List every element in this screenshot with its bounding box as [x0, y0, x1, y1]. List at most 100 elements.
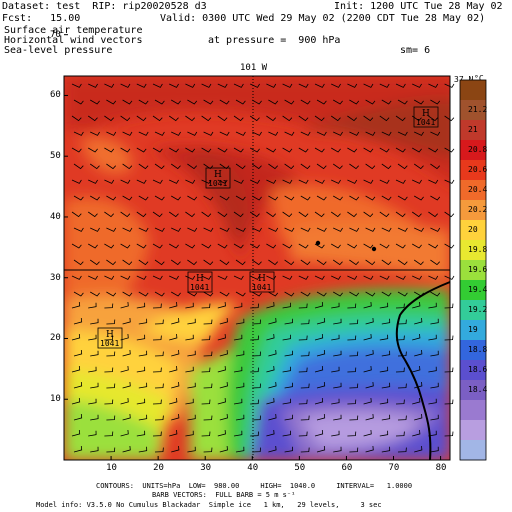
- wind-barb: [332, 195, 343, 201]
- wind-barb: [170, 99, 181, 105]
- wind-barb: [90, 382, 99, 389]
- wind-barb: [233, 211, 244, 218]
- wind-barb: [250, 303, 259, 309]
- wind-barb: [365, 349, 374, 357]
- wind-barb: [201, 399, 211, 405]
- wind-barb: [316, 227, 327, 232]
- wind-barb: [120, 275, 131, 280]
- wind-barb: [298, 115, 309, 122]
- wind-barb: [397, 447, 407, 453]
- wind-barb: [152, 431, 162, 437]
- wind-barb: [379, 83, 390, 88]
- wind-barb: [219, 381, 228, 389]
- wind-barb: [363, 179, 374, 184]
- wind-barb: [333, 350, 342, 357]
- wind-barb: [284, 350, 293, 357]
- wind-barb: [203, 319, 213, 325]
- wind-barb: [120, 179, 131, 184]
- wind-barb: [122, 413, 131, 421]
- wind-barb: [282, 243, 293, 249]
- wind-barb: [282, 115, 293, 122]
- wind-barb: [89, 259, 100, 266]
- wind-barb: [138, 227, 149, 232]
- wind-barb: [71, 275, 82, 280]
- wind-barb: [412, 83, 422, 88]
- wind-barb: [203, 227, 214, 232]
- wind-barb: [138, 446, 148, 453]
- wind-barb: [120, 243, 131, 249]
- wind-barb: [154, 383, 164, 389]
- wind-barb: [282, 147, 293, 153]
- wind-barb: [138, 382, 148, 389]
- colorbar-unit: °C: [474, 74, 484, 83]
- wind-barb: [90, 350, 99, 357]
- wind-barb: [298, 431, 308, 437]
- wind-barb: [73, 317, 83, 325]
- wind-barb: [120, 301, 129, 309]
- wind-barb: [187, 99, 198, 105]
- colorbar-label: 18.8: [468, 345, 488, 354]
- wind-barb: [381, 99, 392, 105]
- x-tick-label: 20: [153, 463, 164, 473]
- wind-barb: [250, 335, 259, 341]
- wind-barb: [397, 383, 407, 389]
- colorbar-label: 19.8: [468, 245, 488, 254]
- wind-barb: [428, 275, 439, 280]
- wind-barb: [90, 227, 100, 232]
- colorbar-swatch: [460, 380, 486, 401]
- wind-barb: [169, 333, 178, 341]
- wind-barb: [187, 382, 196, 389]
- wind-barb: [219, 99, 230, 105]
- wind-barb: [268, 131, 279, 136]
- wind-barb: [185, 179, 196, 184]
- colorbar-swatch: [460, 300, 486, 321]
- colorbar-swatch: [460, 340, 486, 361]
- wind-barb: [300, 383, 310, 389]
- wind-barb: [397, 131, 408, 136]
- wind-barb: [106, 319, 116, 325]
- colorbar-swatch: [460, 260, 486, 281]
- wind-barb: [397, 163, 408, 170]
- wind-barb: [444, 367, 454, 373]
- wind-barb: [219, 227, 230, 232]
- wind-barb: [187, 414, 196, 421]
- wind-barb: [412, 179, 422, 184]
- wind-barb: [106, 383, 116, 389]
- wind-barb: [298, 303, 308, 309]
- wind-barb: [233, 430, 243, 437]
- wind-barb: [430, 131, 441, 136]
- wind-barb: [120, 429, 129, 437]
- wind-barb: [300, 291, 311, 297]
- wind-barb: [365, 291, 376, 297]
- wind-barb: [122, 291, 133, 297]
- wind-barb: [138, 163, 149, 170]
- wind-barb: [430, 259, 440, 266]
- barb-info: BARB VECTORS: FULL BARB = 5 m s⁻¹: [152, 491, 296, 499]
- wind-barb: [444, 335, 454, 341]
- wind-barb: [365, 99, 376, 105]
- wind-barb: [90, 414, 99, 421]
- colorbar-label: 20.2: [468, 205, 488, 214]
- wind-barb: [104, 211, 114, 218]
- wind-barb: [217, 429, 226, 437]
- wind-barb: [187, 195, 198, 201]
- wind-barb: [395, 147, 406, 153]
- wind-barb: [219, 349, 228, 357]
- wind-barb: [266, 179, 277, 184]
- wind-barb: [154, 447, 164, 453]
- wind-barb: [316, 291, 327, 297]
- wind-barb: [412, 333, 421, 341]
- colorbar-swatch: [460, 360, 486, 381]
- wind-barb: [332, 259, 343, 266]
- wind-barb: [412, 301, 421, 309]
- wind-barb: [349, 195, 360, 201]
- wind-barb: [284, 195, 295, 201]
- wind-barb: [171, 317, 180, 325]
- wind-barb: [152, 83, 163, 88]
- wind-barb: [395, 367, 405, 373]
- colorbar-swatch: [460, 80, 486, 101]
- wind-barb: [365, 227, 376, 232]
- wind-barb: [332, 291, 343, 297]
- smoothing-label: sm= 6: [400, 45, 431, 56]
- wind-barb: [331, 275, 341, 280]
